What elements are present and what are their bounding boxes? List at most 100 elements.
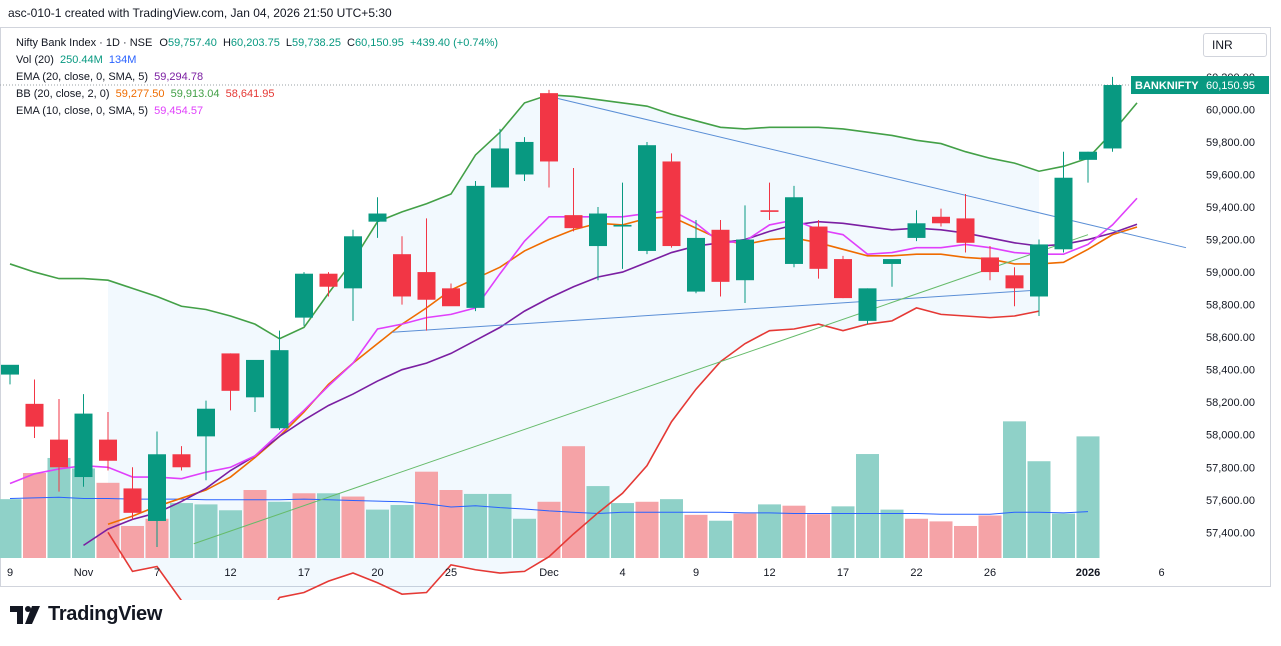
open-value: 59,757.40 xyxy=(167,37,217,49)
candle-body xyxy=(540,93,558,162)
candle-body xyxy=(564,215,583,229)
time-tick-label: 20 xyxy=(371,567,383,579)
candle-body xyxy=(589,213,607,247)
candle-body xyxy=(883,259,901,264)
time-axis: 9 Nov 7 12 17 20 25 Dec 4 9 12 17 22 26 2026 6 xyxy=(7,567,1165,579)
brand-name: TradingView xyxy=(48,603,163,625)
volume-bar xyxy=(366,509,389,558)
candle-body xyxy=(417,272,436,300)
symbol-name: Nifty Bank Index · 1D · NSE xyxy=(16,37,153,49)
volume-bar xyxy=(96,482,120,558)
candle-body xyxy=(197,408,215,437)
time-tick-label: 9 xyxy=(693,567,699,579)
candle-body xyxy=(687,237,705,292)
candle-body xyxy=(319,273,338,287)
price-tick-label: 58,800.00 xyxy=(1206,300,1255,312)
candle-body xyxy=(491,148,509,188)
time-tick-label: 25 xyxy=(445,567,457,579)
volume-bar xyxy=(194,504,218,558)
price-tick-label: 57,600.00 xyxy=(1206,495,1255,507)
price-tick-label: 58,600.00 xyxy=(1206,332,1255,344)
legend-volume-row: Vol (20) 250.44M 134M xyxy=(16,52,498,69)
volume-bar xyxy=(856,454,879,558)
time-tick-label: 9 xyxy=(7,567,13,579)
legend-ema20-row: EMA (20, close, 0, SMA, 5) 59,294.78 xyxy=(16,69,498,86)
chart-panel[interactable] xyxy=(0,27,1271,587)
tradingview-logo-icon xyxy=(10,605,40,624)
volume-bar xyxy=(635,501,659,558)
volume-bar xyxy=(586,486,610,558)
candle-body xyxy=(711,229,730,282)
bb-upper-line xyxy=(9,93,1138,340)
volume-bar xyxy=(268,501,291,558)
volume-bar xyxy=(1003,421,1026,558)
candle-body xyxy=(1103,85,1122,149)
candle-body xyxy=(1005,275,1024,289)
volume-bar xyxy=(537,501,561,558)
candle-body xyxy=(858,288,877,321)
volume-bar xyxy=(488,493,512,558)
price-tick-label: 59,800.00 xyxy=(1206,137,1255,149)
volume-bar xyxy=(121,525,144,558)
volume-bar xyxy=(1076,436,1100,558)
bb-lower-value: 58,641.95 xyxy=(225,88,275,100)
volume-bar xyxy=(23,473,46,558)
volume-bar xyxy=(807,514,830,558)
candle-body xyxy=(172,454,191,468)
time-tick-label: 2026 xyxy=(1076,567,1100,579)
trendline xyxy=(548,95,1187,249)
bb-lower-line xyxy=(107,307,1040,600)
open-label: O xyxy=(159,37,168,49)
volume-bar xyxy=(47,457,71,558)
price-tick-label: 58,000.00 xyxy=(1206,430,1255,442)
bollinger-band-fill xyxy=(108,94,1039,600)
volume-bar xyxy=(415,471,438,558)
bb-label: BB (20, close, 2, 0) xyxy=(16,88,110,100)
candle-body xyxy=(981,257,999,273)
candle-body xyxy=(393,254,411,297)
tradingview-logo: TradingView xyxy=(10,603,162,626)
volume-bar xyxy=(292,493,316,558)
price-tick-label: 59,000.00 xyxy=(1206,267,1255,279)
price-tick-label: 59,600.00 xyxy=(1206,169,1255,181)
time-tick-label: 12 xyxy=(763,567,775,579)
volume-bar xyxy=(978,515,1002,558)
bb-basis-value: 59,277.50 xyxy=(115,88,165,100)
volume-bar xyxy=(758,504,781,558)
volume-bar xyxy=(1027,461,1051,558)
candle-body xyxy=(736,239,754,281)
price-tick-label: 60,000.00 xyxy=(1206,104,1255,116)
volume-bar xyxy=(684,514,708,558)
volume-bar xyxy=(733,513,757,558)
chart-legend: Nifty Bank Index · 1D · NSE O59,757.40 H… xyxy=(16,35,498,120)
price-chart[interactable]: 57,400.00 57,600.00 57,800.00 58,000.00 58,2… xyxy=(0,0,1281,600)
volume-bar xyxy=(660,499,683,558)
volume-bar xyxy=(341,496,365,558)
candle-body xyxy=(270,350,289,429)
volume-bar xyxy=(905,518,928,558)
high-value: 60,203.75 xyxy=(230,37,280,49)
candle-body xyxy=(466,185,485,308)
time-tick-label: 4 xyxy=(619,567,625,579)
candle-body xyxy=(785,197,803,264)
last-price-label-bg xyxy=(1201,76,1269,95)
candle-body xyxy=(613,224,632,227)
ema20-label: EMA (20, close, 0, SMA, 5) xyxy=(16,71,149,83)
legend-bb-row: BB (20, close, 2, 0) 59,277.50 59,913.04… xyxy=(16,86,498,103)
volume-ma-value: 134M xyxy=(108,54,137,66)
change-value: +439.40 (+0.74%) xyxy=(409,37,499,49)
time-tick-label: Nov xyxy=(74,567,94,579)
low-label: L xyxy=(285,37,293,49)
volume-bar xyxy=(782,505,806,558)
candle-body xyxy=(834,259,852,299)
candle-body xyxy=(907,223,926,238)
price-tick-label: 59,200.00 xyxy=(1206,235,1255,247)
currency-button[interactable]: INR xyxy=(1203,33,1267,57)
time-tick-label: 7 xyxy=(154,567,160,579)
symbol-price-label: BANKNIFTY xyxy=(1135,80,1199,92)
candle-body xyxy=(344,236,362,289)
candle-body xyxy=(638,145,656,251)
time-tick-label: 17 xyxy=(837,567,849,579)
price-axis: 57,400.00 57,600.00 57,800.00 58,000.00 58,2… xyxy=(1131,72,1269,539)
price-tick-label: 57,400.00 xyxy=(1206,527,1255,539)
